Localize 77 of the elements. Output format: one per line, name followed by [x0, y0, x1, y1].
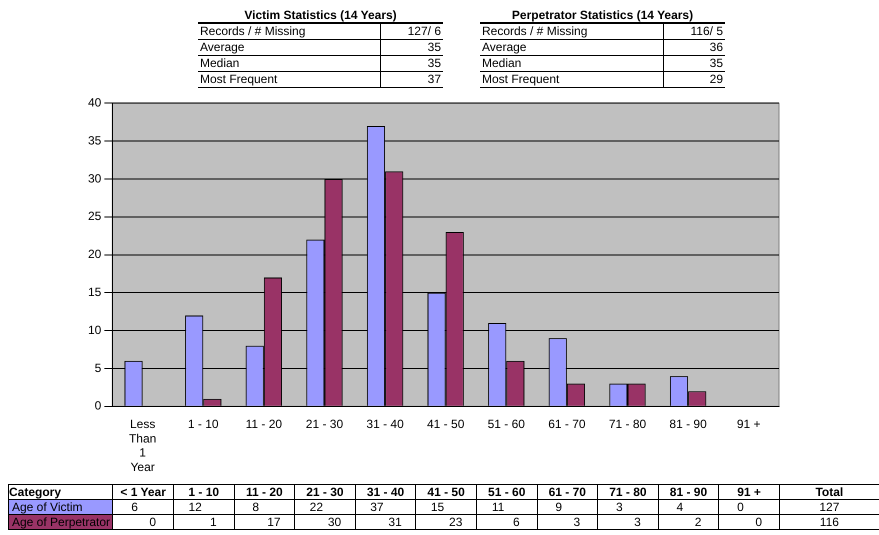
x-tick-label: 91 + [736, 416, 761, 431]
y-tick-label: 20 [88, 247, 102, 262]
data-label: 30 [328, 515, 342, 529]
text: 91 + [718, 484, 780, 500]
data-label: 37 [370, 500, 384, 514]
text: Average [480, 40, 664, 56]
text: 127/ 6 [380, 23, 443, 40]
y-tick-label: 40 [88, 96, 102, 110]
x-tick-label: 71 - 80 [608, 416, 646, 431]
text: Median [480, 56, 664, 72]
text: 116/ 5 [663, 23, 725, 40]
y-tick-label: 5 [94, 360, 102, 375]
text: 61 - 70 [537, 484, 598, 500]
text: Category [8, 484, 113, 500]
data-label: 6 [131, 500, 138, 514]
text: 36 [663, 40, 725, 56]
text: 11 - 20 [234, 484, 295, 500]
text: 29 [663, 72, 725, 88]
text: Average [198, 40, 380, 56]
x-tick-label: 11 - 20 [246, 416, 282, 431]
x-tick-label: 21 - 30 [306, 416, 344, 431]
text: Median [198, 56, 380, 72]
text: 41 - 50 [416, 484, 476, 500]
data-label: 17 [267, 515, 281, 529]
x-tick-label: 81 - 90 [669, 416, 708, 431]
data-label: 31 [388, 515, 402, 529]
text: Records / # Missing [480, 23, 664, 40]
data-label: 6 [512, 515, 520, 529]
x-tick-label: 61 - 70 [548, 416, 586, 431]
y-tick-label: 25 [88, 209, 102, 224]
data-label: 3 [574, 515, 580, 529]
x-tick-label: 51 - 60 [488, 416, 526, 431]
x-tick-label: 1 - 10 [188, 416, 219, 431]
x-tick-label: 41 - 50 [426, 416, 465, 431]
text: Most Frequent [480, 72, 664, 88]
data-label: 15 [430, 500, 444, 514]
text: 127 [779, 500, 879, 514]
text: 81 - 90 [658, 484, 719, 500]
data-label: 2 [694, 515, 702, 529]
x-tick-label: Less Than 1 Year [128, 416, 156, 474]
text: Age of Victim [8, 500, 113, 514]
data-label: 23 [449, 515, 462, 529]
y-tick-label: 10 [88, 322, 102, 337]
data-label: 22 [310, 500, 324, 514]
data-label: 11 [492, 500, 504, 514]
data-label: 0 [149, 515, 156, 529]
text: 1 - 10 [173, 484, 234, 500]
data-label: 8 [252, 500, 260, 514]
data-label: 0 [737, 500, 744, 514]
text: 116 [779, 514, 879, 530]
text: 21 - 30 [294, 484, 356, 500]
text: Victim Statistics (14 Years) [198, 8, 443, 23]
text: < 1 Year [112, 484, 174, 500]
data-label: 0 [755, 515, 762, 529]
text: 35 [380, 40, 443, 56]
text: 35 [380, 56, 443, 72]
x-tick-label: 31 - 40 [366, 416, 404, 431]
data-label: 12 [188, 500, 202, 514]
text: 71 - 80 [598, 484, 658, 500]
text: Total [779, 484, 879, 500]
text: Records / # Missing [198, 23, 380, 40]
text: Most Frequent [198, 72, 380, 88]
text: Age of Perpetrator [8, 514, 113, 530]
data-label: 9 [555, 500, 562, 514]
y-tick-label: 15 [88, 285, 102, 300]
text: Perpetrator Statistics (14 Years) [480, 8, 725, 23]
text: 35 [663, 56, 725, 72]
data-label: 1 [210, 515, 217, 529]
y-tick-label: 35 [88, 133, 102, 148]
data-label: 4 [676, 500, 684, 514]
data-label: 3 [634, 515, 641, 529]
y-tick-label: 0 [94, 398, 102, 413]
text: 31 - 40 [355, 484, 416, 500]
text: 37 [380, 72, 443, 88]
text: 51 - 60 [476, 484, 537, 500]
data-label: 3 [616, 500, 623, 514]
y-tick-label: 30 [88, 171, 102, 186]
